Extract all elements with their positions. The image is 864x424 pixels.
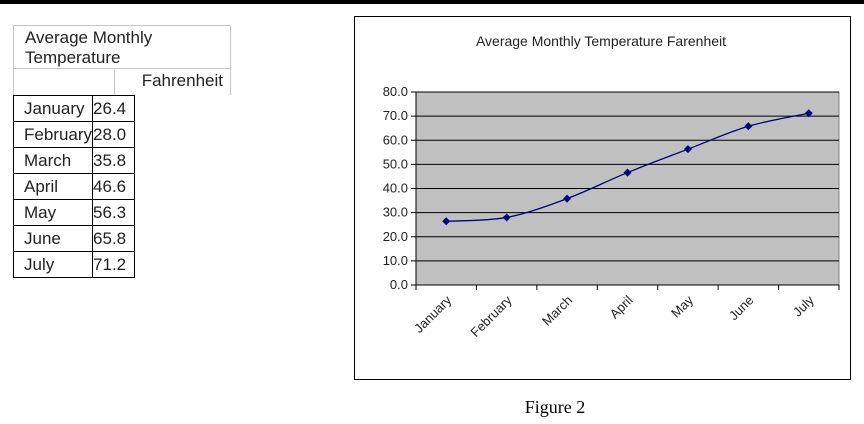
x-tick-label: January: [411, 292, 455, 336]
y-tick-label: 20.0: [383, 229, 408, 244]
month-cell: May: [12, 199, 94, 226]
table-row: March 35.8: [12, 147, 136, 174]
temperature-cell: 71.2: [92, 251, 136, 278]
month-cell: February: [12, 121, 94, 148]
figure-caption: Figure 2: [524, 397, 586, 417]
chart-svg: Average Monthly Temperature Farenheit 80…: [383, 33, 840, 340]
header-unit-cell: Fahrenheit: [141, 71, 223, 90]
data-point-marker: [623, 168, 632, 177]
data-point-marker: [563, 194, 572, 203]
plot-area: 80.0 70.0 60.0 50.0 40.0 30.0 20.0 10.0 0.0Janua…: [383, 84, 840, 340]
month-cell: March: [12, 147, 94, 174]
data-point-marker: [442, 217, 451, 226]
table-row: June 65.8: [12, 225, 136, 252]
temperature-cell: 26.4: [92, 95, 136, 122]
temperature-cell: 35.8: [92, 147, 136, 174]
x-tick-label: February: [467, 292, 515, 340]
x-tick-label: April: [607, 292, 636, 321]
temperature-cell: 65.8: [92, 225, 136, 252]
chart-title: Average Monthly Temperature Farenheit: [476, 33, 726, 49]
x-tick-label: March: [539, 293, 575, 329]
temperature-cell: 56.3: [92, 199, 136, 226]
table-title-line-1: Average Monthly: [25, 28, 153, 47]
y-tick-label: 30.0: [383, 205, 408, 220]
y-tick-label: 40.0: [383, 181, 408, 196]
table-header-row: Fahrenheit: [13, 69, 231, 95]
table-row: July 71.2: [12, 251, 136, 278]
table-title-line-2: Temperature: [25, 48, 121, 67]
line-chart: Average Monthly Temperature Farenheit 80…: [354, 16, 851, 380]
month-cell: July: [12, 251, 94, 278]
temperature-cell: 46.6: [92, 173, 136, 200]
table-row: April 46.6: [12, 173, 136, 200]
data-table: January 26.4 February 28.0 March 35.8 April 46.…: [12, 95, 136, 278]
data-point-marker: [804, 109, 813, 118]
header-empty-cell: [14, 69, 115, 95]
data-point-marker: [744, 122, 753, 131]
data-point-marker: [502, 213, 511, 222]
x-tick-label: May: [668, 292, 696, 320]
table-row: February 28.0: [12, 121, 136, 148]
month-cell: June: [12, 225, 94, 252]
y-tick-label: 50.0: [383, 156, 408, 171]
temperature-cell: 28.0: [92, 121, 136, 148]
top-border-bar: [0, 0, 864, 4]
y-tick-label: 80.0: [383, 84, 408, 99]
table-row: May 56.3: [12, 199, 136, 226]
y-tick-label: 10.0: [383, 253, 408, 268]
table-row: January 26.4: [12, 95, 136, 122]
x-tick-label: July: [790, 292, 817, 319]
y-tick-label: 60.0: [383, 132, 408, 147]
month-cell: April: [12, 173, 94, 200]
data-point-marker: [683, 145, 692, 154]
month-cell: January: [12, 95, 94, 122]
x-tick-label: June: [726, 293, 757, 324]
y-tick-label: 70.0: [383, 108, 408, 123]
y-tick-label: 0.0: [390, 277, 408, 292]
table-title-cell: Average Monthly Temperature: [13, 25, 231, 69]
